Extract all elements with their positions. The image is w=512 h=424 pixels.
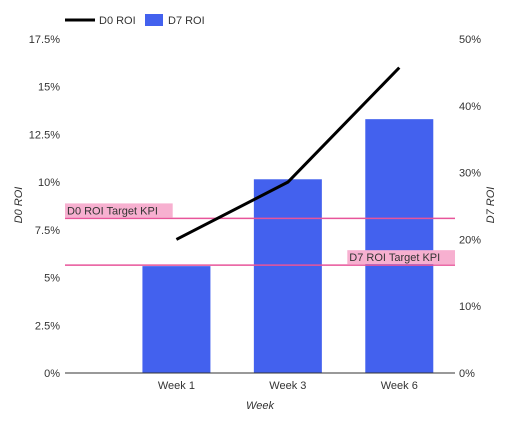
bar-week-6 bbox=[365, 119, 434, 373]
reference-label-background bbox=[65, 203, 173, 218]
x-axis-title: Week bbox=[246, 400, 274, 412]
bar-week-1 bbox=[142, 266, 211, 373]
legend-bar-swatch-d7-roi bbox=[145, 14, 163, 26]
reference-label: D7 ROI Target KPI bbox=[349, 252, 440, 264]
bar-week-3 bbox=[253, 179, 322, 373]
left-axis-title: D0 ROI bbox=[13, 187, 25, 224]
left-tick-label: 7.5% bbox=[35, 225, 60, 237]
line-series-d0-roi bbox=[175, 66, 401, 241]
x-tick-label: Week 1 bbox=[158, 380, 195, 392]
right-tick-label: 30% bbox=[459, 168, 481, 180]
right-axis-title: D7 ROI bbox=[485, 187, 497, 224]
left-tick-label: 0% bbox=[44, 368, 60, 380]
right-tick-label: 40% bbox=[459, 101, 481, 113]
left-tick-label: 15% bbox=[38, 82, 60, 94]
reference-lines: D0 ROI Target KPI D7 ROI Target KPI bbox=[65, 203, 455, 266]
bar-series-d7-roi bbox=[142, 119, 434, 373]
x-axis-ticks: Week 1 Week 3 Week 6 bbox=[158, 380, 418, 392]
right-tick-label: 50% bbox=[459, 34, 481, 46]
right-tick-label: 0% bbox=[459, 368, 475, 380]
left-tick-label: 2.5% bbox=[35, 320, 60, 332]
left-tick-label: 10% bbox=[38, 177, 60, 189]
reference-label-background bbox=[347, 250, 455, 265]
left-tick-label: 5% bbox=[44, 273, 60, 285]
x-tick-label: Week 3 bbox=[269, 380, 306, 392]
left-tick-label: 17.5% bbox=[29, 34, 60, 46]
left-axis-ticks: 0% 2.5% 5% 7.5% 10% 12.5% 15% 17.5% bbox=[29, 34, 60, 380]
legend-label-d0-roi: D0 ROI bbox=[99, 15, 136, 27]
left-tick-label: 12.5% bbox=[29, 129, 60, 141]
reference-label: D0 ROI Target KPI bbox=[67, 205, 158, 217]
x-tick-label: Week 6 bbox=[381, 380, 418, 392]
legend: D0 ROI D7 ROI bbox=[65, 14, 205, 27]
right-tick-label: 20% bbox=[459, 234, 481, 246]
right-tick-label: 10% bbox=[459, 301, 481, 313]
legend-label-d7-roi: D7 ROI bbox=[168, 15, 205, 27]
right-axis-ticks: 0% 10% 20% 30% 40% 50% bbox=[459, 34, 481, 380]
